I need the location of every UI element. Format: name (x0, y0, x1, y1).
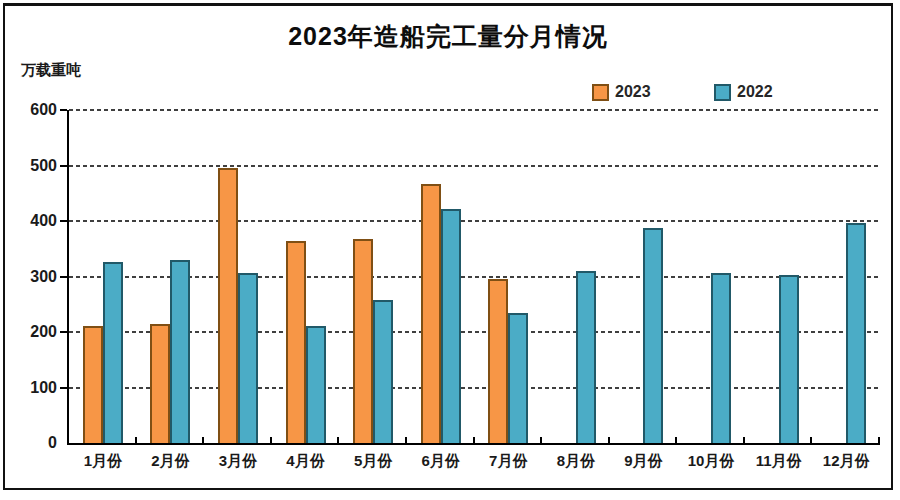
x-axis-tick-6 (473, 437, 475, 443)
y-axis-tick-200 (60, 331, 67, 333)
x-axis-tick-4 (337, 437, 339, 443)
legend-label-2022: 2022 (737, 83, 773, 101)
x-axis-tick-5 (405, 437, 407, 443)
bar-2023-3月份 (218, 168, 238, 443)
bar-2022-5月份 (373, 300, 393, 443)
legend-item-2022: 2022 (714, 82, 773, 102)
y-axis-label-100: 100 (30, 379, 57, 397)
bar-2023-1月份 (83, 326, 103, 443)
bar-2023-6月份 (421, 184, 441, 443)
bar-2022-9月份 (643, 228, 663, 443)
legend-label-2023: 2023 (615, 83, 651, 101)
bar-2022-4月份 (306, 326, 326, 443)
bar-2022-2月份 (170, 260, 190, 443)
gridline-500 (69, 165, 880, 167)
bar-2022-8月份 (576, 271, 596, 443)
y-axis-tick-600 (60, 109, 67, 111)
chart-frame: 2023年造船完工量分月情况 万载重吨 2023 2022 0100200300… (3, 3, 893, 490)
bar-2022-7月份 (508, 313, 528, 443)
y-axis-tick-400 (60, 220, 67, 222)
y-axis-label-600: 600 (30, 101, 57, 119)
gridline-300 (69, 276, 880, 278)
y-axis-tick-100 (60, 387, 67, 389)
x-axis-tick-11 (810, 437, 812, 443)
y-axis-tick-300 (60, 276, 67, 278)
legend: 2023 2022 (5, 82, 891, 102)
x-axis-tick-12 (878, 437, 880, 443)
x-axis-tick-3 (270, 437, 272, 443)
gridline-100 (69, 387, 880, 389)
legend-swatch-2022 (714, 84, 731, 101)
plot-area: 01002003004005006001月份2月份3月份4月份5月份6月份7月份… (67, 110, 880, 445)
bar-2023-7月份 (488, 279, 508, 443)
legend-item-2023: 2023 (592, 82, 651, 102)
x-axis-tick-8 (608, 437, 610, 443)
x-axis-tick-1 (135, 437, 137, 443)
bar-2022-11月份 (779, 275, 799, 443)
bar-2023-2月份 (150, 324, 170, 443)
x-axis-tick-10 (743, 437, 745, 443)
y-axis-tick-500 (60, 165, 67, 167)
bar-2022-3月份 (238, 273, 258, 443)
y-axis-label-200: 200 (30, 323, 57, 341)
legend-swatch-2023 (592, 84, 609, 101)
x-axis-tick-2 (202, 437, 204, 443)
y-axis-label-300: 300 (30, 268, 57, 286)
bar-2023-4月份 (286, 241, 306, 443)
y-axis-label-0: 0 (48, 434, 57, 452)
bar-2022-10月份 (711, 273, 731, 443)
gridline-200 (69, 331, 880, 333)
bar-2023-5月份 (353, 239, 373, 443)
gridline-400 (69, 220, 880, 222)
gridline-600 (69, 109, 880, 111)
y-axis-label-400: 400 (30, 212, 57, 230)
y-axis-label-500: 500 (30, 157, 57, 175)
x-axis-tick-7 (540, 437, 542, 443)
x-axis-label-12月份: 12月份 (801, 452, 891, 471)
y-axis-unit-label: 万载重吨 (21, 61, 81, 80)
chart-title: 2023年造船完工量分月情况 (5, 20, 891, 53)
bar-2022-12月份 (846, 223, 866, 443)
bar-2022-1月份 (103, 262, 123, 443)
bar-2022-6月份 (441, 209, 461, 443)
x-axis-tick-9 (675, 437, 677, 443)
